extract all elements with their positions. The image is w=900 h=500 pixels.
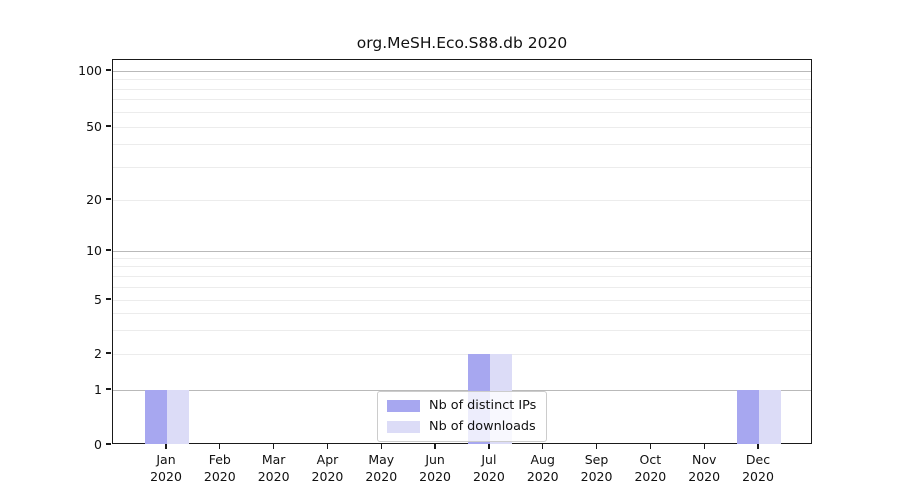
x-tick-label: Feb 2020 [203, 452, 236, 484]
x-tick-mark [649, 444, 651, 449]
plot-area [112, 59, 812, 444]
bar-nb-of-distinct-ips-dec-2020 [737, 390, 759, 444]
legend-label-distinct-ips: Nb of distinct IPs [429, 398, 537, 413]
y-gridline-minor [113, 99, 811, 101]
x-tick-mark [272, 444, 275, 449]
y-tick-label: 5 [94, 291, 102, 307]
x-tick-mark [380, 444, 382, 449]
y-gridline-major [113, 389, 811, 391]
bar-nb-of-distinct-ips-jan-2020 [145, 390, 167, 444]
y-gridline-minor [113, 126, 811, 128]
y-gridline-minor [113, 275, 811, 277]
x-tick-label: Jul 2020 [473, 452, 505, 484]
legend-swatch-downloads [387, 421, 420, 433]
y-tick-label: 2 [94, 345, 102, 361]
x-tick-mark [757, 444, 759, 449]
y-gridline-minor [113, 329, 811, 331]
bar-nb-of-downloads-jan-2020 [167, 390, 189, 444]
y-gridline-minor [113, 144, 811, 146]
bar-nb-of-downloads-dec-2020 [759, 390, 781, 444]
x-tick-mark [219, 444, 221, 449]
x-tick-label: Oct 2020 [634, 452, 667, 484]
x-tick-label: Sep 2020 [580, 452, 613, 484]
x-tick-label: May 2020 [365, 452, 398, 484]
y-gridline-minor [113, 299, 811, 301]
y-gridline-minor [113, 199, 811, 201]
x-tick-label: Nov 2020 [688, 452, 721, 484]
y-tick-label: 50 [86, 118, 102, 134]
y-gridline-minor [113, 353, 811, 355]
y-tick-label: 20 [86, 191, 102, 207]
y-tick-mark [106, 352, 111, 354]
y-gridline-minor [113, 312, 811, 314]
y-gridline-minor [113, 257, 811, 259]
x-tick-mark [542, 444, 544, 449]
x-tick-mark [703, 444, 705, 449]
x-tick-label: Apr 2020 [311, 452, 344, 484]
y-gridline-minor [113, 79, 811, 80]
y-tick-mark [106, 388, 111, 390]
y-tick-mark [106, 125, 111, 127]
y-tick-mark [106, 69, 111, 71]
x-tick-mark [326, 444, 329, 449]
y-tick-mark [106, 443, 111, 445]
y-tick-label: 0 [94, 436, 102, 452]
y-gridline-minor [113, 111, 811, 113]
y-tick-label: 1 [94, 381, 102, 397]
legend: Nb of distinct IPs Nb of downloads [377, 391, 548, 442]
y-tick-mark [106, 249, 111, 251]
legend-label-downloads: Nb of downloads [429, 419, 536, 434]
y-tick-label: 100 [78, 62, 102, 78]
x-tick-label: Jan 2020 [150, 452, 182, 484]
y-gridline-major [113, 70, 811, 72]
x-tick-mark [488, 444, 490, 449]
y-gridline-minor [113, 266, 811, 268]
y-gridline-minor [113, 286, 811, 288]
y-tick-label: 10 [86, 242, 102, 258]
x-tick-label: Jun 2020 [419, 452, 451, 484]
y-gridline-major [113, 250, 811, 252]
y-tick-mark [106, 298, 111, 300]
x-tick-mark [165, 444, 167, 449]
chart-title: org.MeSH.Eco.S88.db 2020 [356, 34, 568, 52]
legend-swatch-distinct-ips [387, 400, 420, 412]
x-tick-mark [434, 444, 436, 449]
x-tick-label: Mar 2020 [257, 452, 290, 484]
x-tick-mark [595, 444, 598, 449]
x-tick-label: Aug 2020 [526, 452, 559, 484]
legend-item-downloads: Nb of downloads [387, 419, 536, 435]
y-tick-mark [106, 198, 111, 200]
legend-item-distinct-ips: Nb of distinct IPs [387, 398, 536, 414]
y-gridline-minor [113, 88, 811, 90]
y-gridline-minor [113, 167, 811, 169]
x-tick-label: Dec 2020 [742, 452, 774, 484]
